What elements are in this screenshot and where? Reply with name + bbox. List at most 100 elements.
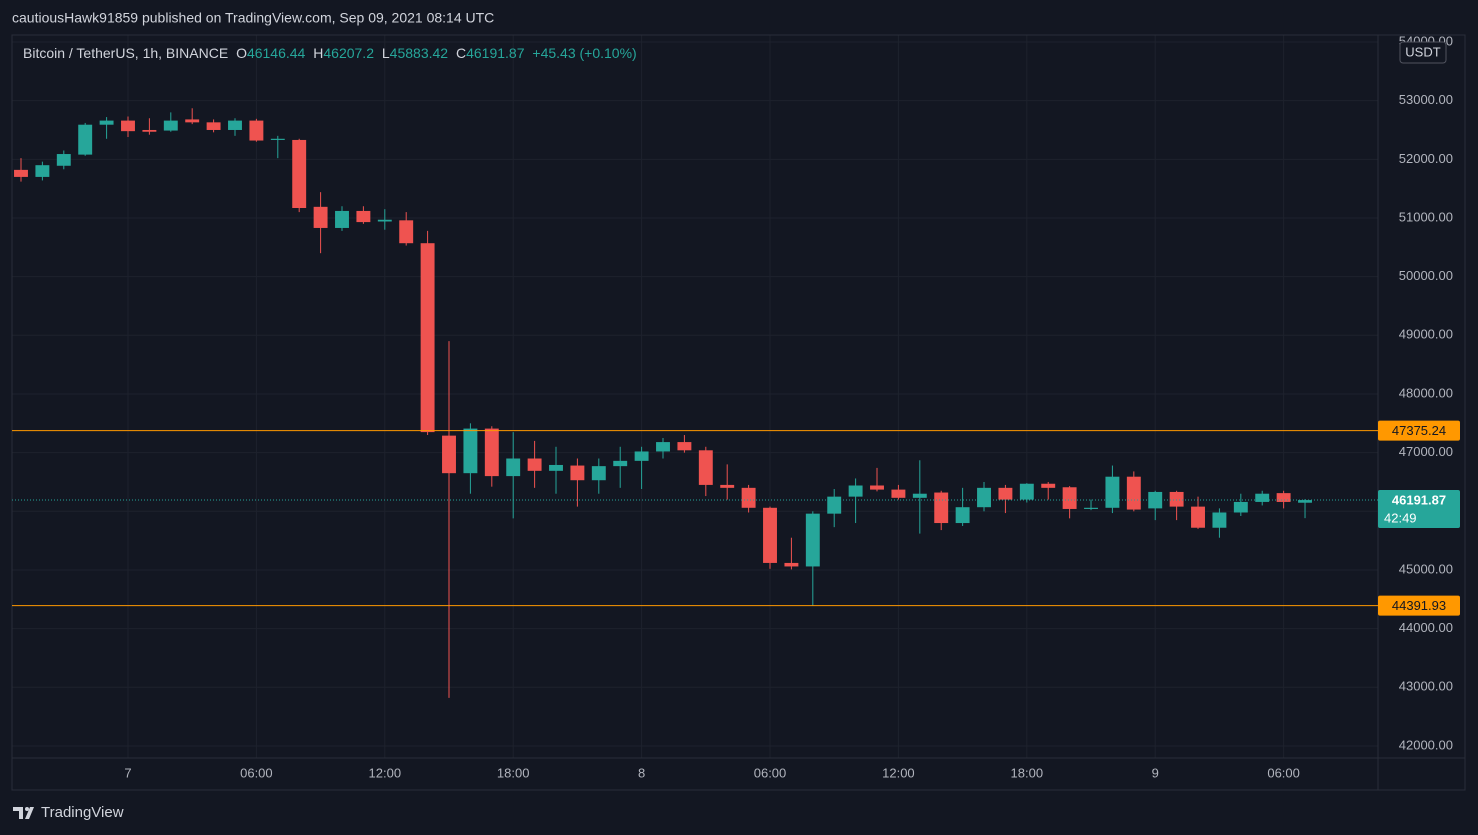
candle-body xyxy=(99,120,114,125)
grid xyxy=(12,35,1378,758)
candle-body xyxy=(377,219,392,222)
y-tick-label: 50000.00 xyxy=(1399,268,1453,283)
candle-body xyxy=(206,122,221,130)
candle-body xyxy=(1169,491,1184,507)
x-tick-label: 7 xyxy=(124,765,131,780)
countdown: 42:49 xyxy=(1384,510,1417,525)
candle-body xyxy=(977,487,991,508)
x-tick-label: 9 xyxy=(1152,765,1159,780)
candle-body xyxy=(14,169,28,177)
candle-body xyxy=(420,243,435,433)
candle-body xyxy=(270,138,285,140)
symbol: Bitcoin / TetherUS, 1h, BINANCE xyxy=(23,45,228,61)
candle-body xyxy=(399,220,414,244)
candle-body xyxy=(35,165,50,177)
x-tick-label: 12:00 xyxy=(369,765,402,780)
h-value: 46207.2 xyxy=(323,45,374,61)
candle-body xyxy=(356,210,371,223)
y-tick-label: 42000.00 xyxy=(1399,737,1453,752)
last-price-label: 46191.87 xyxy=(1392,492,1446,507)
candle-body xyxy=(121,120,135,132)
candle-body xyxy=(1105,476,1120,508)
candle-body xyxy=(1062,487,1077,509)
candle-body xyxy=(56,154,71,166)
y-tick-label: 52000.00 xyxy=(1399,151,1453,166)
y-tick-label: 49000.00 xyxy=(1399,327,1453,342)
x-tick-label: 12:00 xyxy=(882,765,915,780)
candle-body xyxy=(313,206,328,228)
x-tick-label: 18:00 xyxy=(497,765,530,780)
candle-body xyxy=(185,119,200,123)
candle-body xyxy=(891,489,906,498)
y-tick-label: 43000.00 xyxy=(1399,679,1453,694)
candle-body xyxy=(1126,476,1141,510)
h-label: H xyxy=(313,45,323,61)
brand: TradingView xyxy=(41,804,124,821)
candle-body xyxy=(1298,500,1312,503)
legend: Bitcoin / TetherUS, 1h, BINANCE O46146.4… xyxy=(23,45,637,61)
candle-body xyxy=(998,487,1013,500)
currency: USDT xyxy=(1405,44,1440,59)
candle-body xyxy=(1233,501,1248,513)
candle-body xyxy=(1276,493,1291,502)
candle-body xyxy=(142,129,157,132)
published: cautiousHawk91859 published on TradingVi… xyxy=(12,10,494,26)
l-value: 45883.42 xyxy=(390,45,449,61)
candle-body xyxy=(720,484,735,488)
y-tick-label: 45000.00 xyxy=(1399,561,1453,576)
candle-body xyxy=(1191,506,1205,528)
brand-logo xyxy=(13,807,34,819)
y-tick-label: 44000.00 xyxy=(1399,620,1453,635)
change: +45.43 (+0.10%) xyxy=(532,45,636,61)
candle-body xyxy=(698,450,713,485)
candle-body xyxy=(463,428,478,474)
candle-body xyxy=(634,451,649,461)
candle-body xyxy=(163,120,178,131)
candle-body xyxy=(292,139,307,209)
candle-body xyxy=(1212,512,1227,528)
x-tick-label: 06:00 xyxy=(1267,765,1300,780)
candle-body xyxy=(78,124,93,155)
last-price-box xyxy=(1378,490,1460,529)
currency-badge xyxy=(1399,41,1447,64)
candle-body xyxy=(442,435,456,474)
y-tick-label: 47000.00 xyxy=(1399,444,1453,459)
candle-body xyxy=(591,466,606,481)
marks xyxy=(12,108,1378,698)
candle-body xyxy=(870,485,884,490)
candle-body xyxy=(484,428,499,477)
candle-body xyxy=(763,507,777,563)
frame xyxy=(11,34,1466,791)
candle-body xyxy=(805,513,820,567)
l-label: L xyxy=(382,45,390,61)
y-tick-label: 48000.00 xyxy=(1399,385,1453,400)
candle-body xyxy=(741,487,756,508)
y-tick-label: 53000.00 xyxy=(1399,92,1453,107)
price-label: 47375.24 xyxy=(1392,423,1446,438)
o-label: O xyxy=(236,45,247,61)
candle-body xyxy=(613,460,628,467)
candle-body xyxy=(335,210,349,228)
x-tick-label: 06:00 xyxy=(754,765,787,780)
candle-body xyxy=(934,492,949,524)
o-value: 46146.44 xyxy=(247,45,306,61)
price-label-box xyxy=(1378,595,1460,616)
candle-body xyxy=(506,458,521,477)
price-label-box xyxy=(1378,420,1460,441)
candle-body xyxy=(1084,507,1098,509)
candle-body xyxy=(912,493,927,498)
candle-body xyxy=(784,562,799,567)
x-tick-label: 18:00 xyxy=(1011,765,1044,780)
candle-body xyxy=(1019,483,1034,500)
price-label: 44391.93 xyxy=(1392,598,1446,613)
candle-body xyxy=(549,464,563,471)
y-tick-label: 51000.00 xyxy=(1399,209,1453,224)
candle-body xyxy=(677,442,692,451)
x-tick-label: 06:00 xyxy=(240,765,273,780)
candle-body xyxy=(955,507,970,524)
candle-body xyxy=(527,458,542,471)
candle-body xyxy=(570,465,585,481)
c-label: C xyxy=(456,45,466,61)
